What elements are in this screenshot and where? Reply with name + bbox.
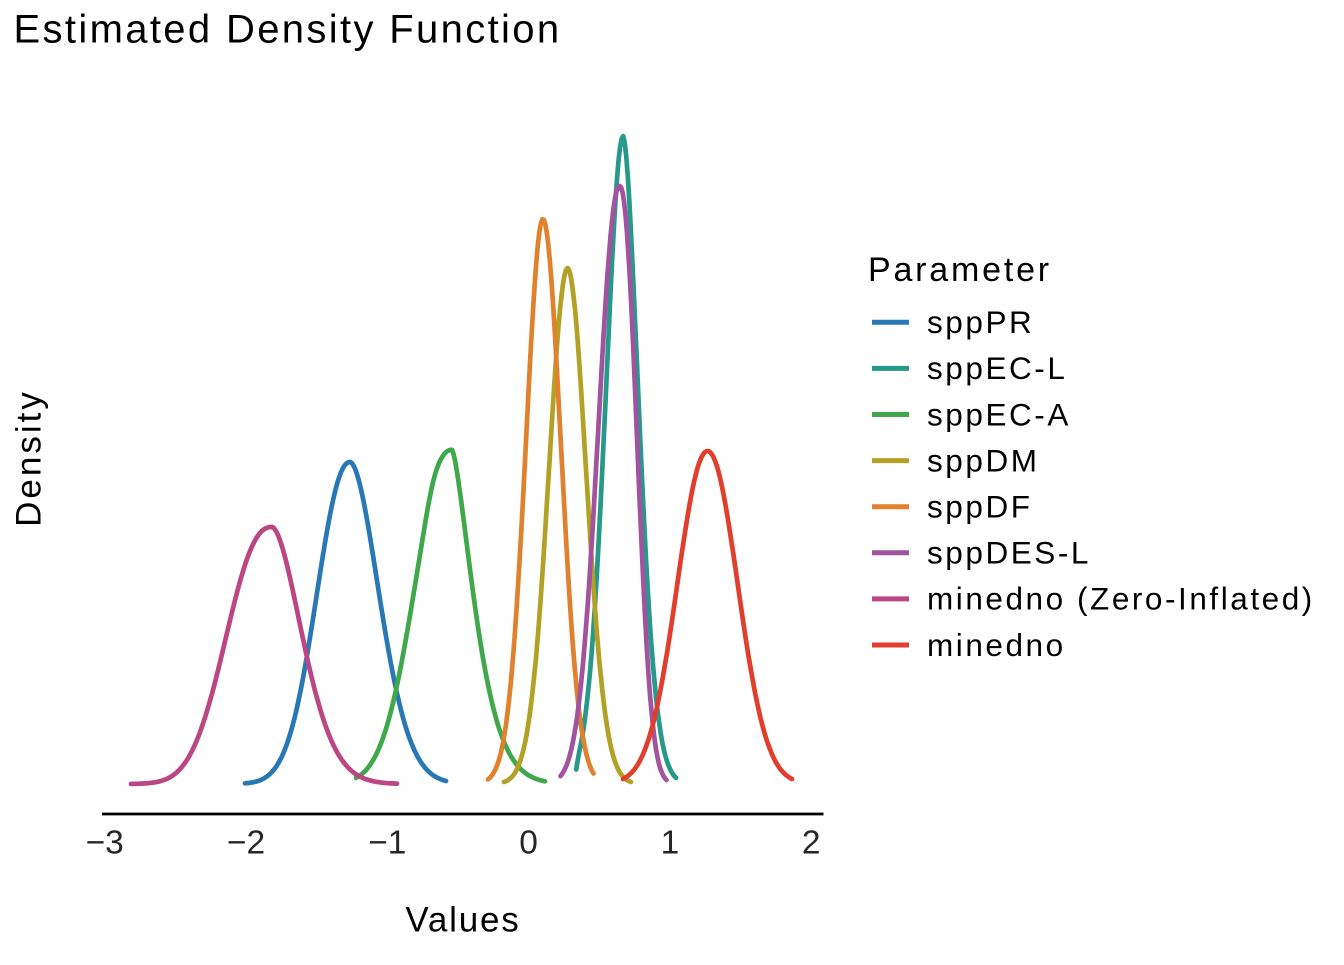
svg-text:1: 1: [661, 825, 680, 862]
svg-text:−1: −1: [368, 825, 406, 862]
svg-text:Estimated Density Function: Estimated Density Function: [14, 8, 562, 52]
svg-text:−2: −2: [227, 825, 265, 862]
svg-text:0: 0: [519, 825, 538, 862]
svg-text:Density: Density: [10, 389, 49, 527]
svg-text:minedno: minedno: [927, 627, 1066, 663]
svg-text:minedno (Zero-Inflated): minedno (Zero-Inflated): [927, 581, 1315, 617]
svg-text:sppDF: sppDF: [927, 489, 1033, 525]
svg-text:sppDM: sppDM: [927, 442, 1040, 478]
svg-text:Parameter: Parameter: [868, 251, 1052, 289]
svg-text:sppPR: sppPR: [927, 304, 1034, 340]
svg-text:−3: −3: [86, 825, 124, 862]
svg-text:sppEC-L: sppEC-L: [927, 350, 1067, 386]
svg-text:sppDES-L: sppDES-L: [927, 535, 1091, 571]
svg-text:sppEC-A: sppEC-A: [927, 396, 1071, 432]
svg-text:Values: Values: [405, 901, 520, 940]
svg-text:2: 2: [802, 825, 821, 862]
